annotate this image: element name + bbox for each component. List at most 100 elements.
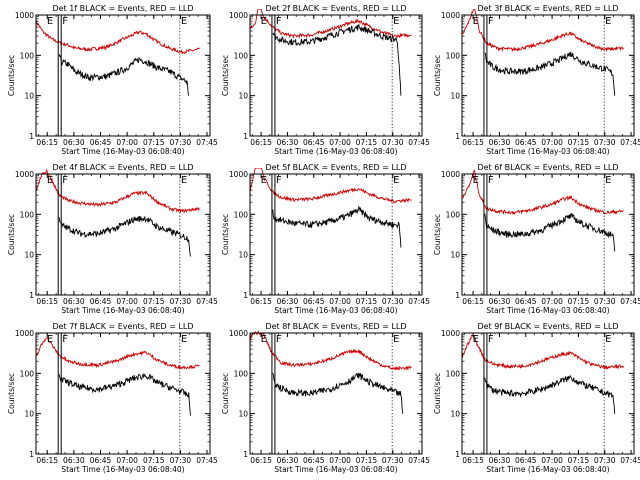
x-axis-label: Start Time (16-May-03 06:08:40) [274,147,397,156]
marker-label-mid: F [62,16,68,27]
x-tick-label: 07:00 [116,297,138,306]
y-tick-label: 1000 [229,170,248,179]
x-tick-label: 07:00 [329,138,351,147]
x-tick-label: 07:00 [329,456,351,465]
y-tick-label: 1000 [15,11,34,20]
x-tick-label: 07:00 [541,297,563,306]
marker-label-right: E [393,16,399,27]
x-tick-label: 07:30 [594,138,616,147]
marker-label-left: E [261,16,267,27]
x-tick-label: 06:45 [90,138,112,147]
x-tick-label: 06:30 [277,138,299,147]
y-tick-label: 1 [243,450,248,459]
series-line-events [58,372,191,416]
y-tick-label: 1 [29,291,34,300]
plot-frame [35,173,211,296]
y-tick-label: 100 [446,369,461,378]
x-tick-label: 07:15 [143,138,165,147]
y-tick-label: 10 [24,251,34,260]
series-line-lld [36,20,200,55]
x-tick-label: 06:15 [36,297,58,306]
x-tick-label: 07:30 [594,297,616,306]
marker-label-right: E [605,334,611,345]
y-tick-label: 1000 [229,11,248,20]
y-tick-label: 10 [450,92,460,101]
marker-label-mid: F [62,175,68,186]
y-tick-label: 100 [234,369,249,378]
y-tick-label: 10 [24,410,34,419]
chart-title: Det 4f BLACK = Events, RED = LLD [52,163,193,172]
chart-title: Det 9f BLACK = Events, RED = LLD [477,322,618,331]
marker-label-right: E [393,334,399,345]
x-tick-label: 06:45 [303,456,325,465]
x-tick-label: 07:15 [356,138,378,147]
y-tick-label: 1 [455,450,460,459]
x-tick-label: 07:45 [408,456,430,465]
y-axis-label: Counts/sec [221,214,230,255]
y-tick-label: 10 [238,251,248,260]
y-tick-label: 1000 [229,329,248,338]
x-tick-label: 06:45 [90,456,112,465]
x-tick-label: 06:30 [63,456,85,465]
plot-frame [249,173,423,296]
y-tick-label: 100 [20,210,35,219]
y-axis-label: Counts/sec [221,55,230,96]
series-line-events [58,215,191,257]
y-axis-label: Counts/sec [433,373,442,414]
x-tick-label: 06:15 [36,138,58,147]
plot-frame [35,14,211,137]
series-line-lld [250,330,412,371]
marker-label-mid: F [488,175,494,186]
x-tick-label: 06:15 [462,456,484,465]
x-tick-label: 07:00 [329,297,351,306]
y-axis-label: Counts/sec [433,55,442,96]
marker-label-right: E [181,175,187,186]
y-tick-label: 1000 [15,170,34,179]
series-line-lld [462,9,624,53]
x-tick-label: 07:45 [620,138,640,147]
x-tick-label: 06:15 [36,456,58,465]
x-tick-label: 07:00 [541,456,563,465]
y-tick-label: 100 [20,369,35,378]
series-line-lld [36,337,200,370]
x-tick-label: 06:45 [303,138,325,147]
chart-title: Det 8f BLACK = Events, RED = LLD [265,322,406,331]
x-tick-label: 07:45 [620,456,640,465]
series-line-events [272,205,402,248]
x-tick-label: 07:30 [594,456,616,465]
x-tick-label: 06:30 [489,138,511,147]
x-tick-label: 07:15 [568,297,590,306]
chart-title: Det 7f BLACK = Events, RED = LLD [52,322,193,331]
x-tick-label: 07:00 [116,456,138,465]
x-tick-label: 06:30 [277,456,299,465]
x-tick-label: 07:15 [143,297,165,306]
marker-label-right: E [181,16,187,27]
x-tick-label: 07:30 [170,297,192,306]
x-axis-label: Start Time (16-May-03 06:08:40) [274,306,397,315]
x-tick-label: 06:45 [515,138,537,147]
x-tick-label: 07:45 [196,456,218,465]
plot-frame [35,332,211,455]
marker-label-mid: F [276,16,282,27]
marker-label-left: E [473,334,479,345]
marker-label-mid: F [276,334,282,345]
x-tick-label: 06:30 [63,297,85,306]
marker-label-mid: F [62,334,68,345]
x-tick-label: 06:45 [515,297,537,306]
marker-label-left: E [261,334,267,345]
x-axis-label: Start Time (16-May-03 06:08:40) [61,306,184,315]
marker-label-mid: F [488,334,494,345]
x-tick-label: 07:00 [541,138,563,147]
x-tick-label: 06:15 [250,456,272,465]
y-tick-label: 10 [238,92,248,101]
plot-frame [461,173,635,296]
marker-label-right: E [605,175,611,186]
y-tick-label: 1000 [15,329,34,338]
series-line-lld [462,334,624,370]
